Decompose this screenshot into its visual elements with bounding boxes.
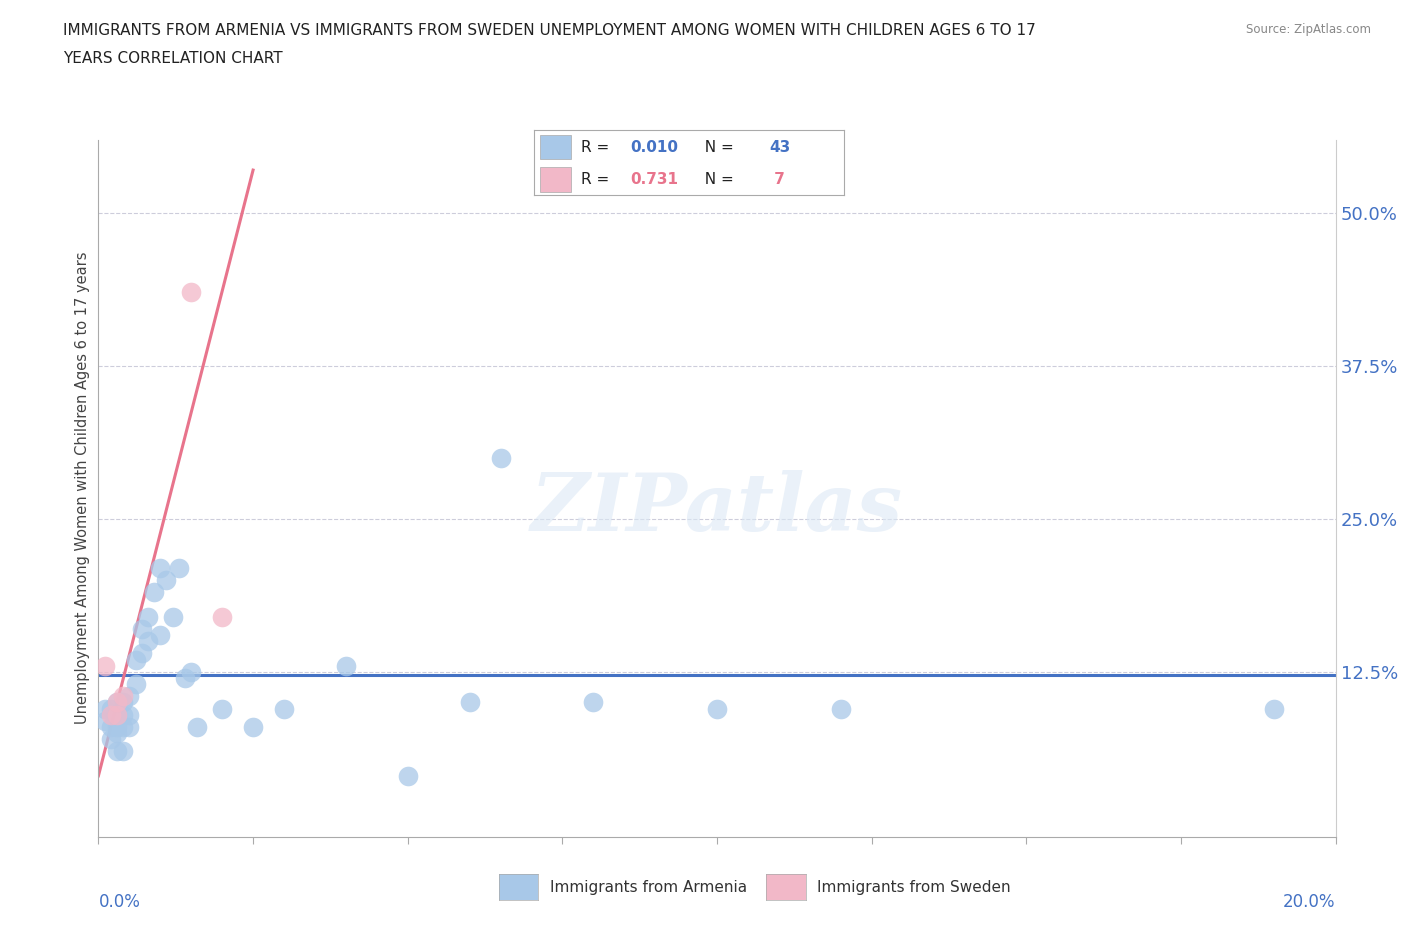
Point [273,701,295,716]
Point [118,707,141,722]
Point [105,744,128,759]
Text: ZIPatlas: ZIPatlas [531,471,903,548]
Point [1263,701,1285,716]
Text: YEARS CORRELATION CHART: YEARS CORRELATION CHART [63,51,283,66]
Text: 0.010: 0.010 [630,140,678,154]
Point [105,707,128,722]
Text: R =: R = [581,140,614,154]
Point [118,720,141,735]
Point [105,695,128,710]
Point [105,720,128,735]
Text: R =: R = [581,172,614,187]
Point [186,720,208,735]
Point [131,621,153,636]
Text: 0.0%: 0.0% [98,893,141,910]
Text: 43: 43 [769,140,790,154]
Point [242,720,264,735]
Point [706,701,728,716]
Point [112,720,135,735]
Point [112,695,135,710]
Point [162,609,184,624]
Point [149,628,172,643]
Point [582,695,605,710]
Point [112,707,135,722]
Point [136,609,159,624]
Point [112,689,135,704]
Point [100,707,122,722]
Point [180,285,202,299]
Point [124,677,146,692]
FancyBboxPatch shape [540,135,571,159]
Text: 7: 7 [769,172,785,187]
Point [124,652,146,667]
Point [155,573,177,588]
Point [149,561,172,576]
FancyBboxPatch shape [540,167,571,193]
Point [174,671,197,685]
Point [100,720,122,735]
Point [105,707,128,722]
Point [105,695,128,710]
Y-axis label: Unemployment Among Women with Children Ages 6 to 17 years: Unemployment Among Women with Children A… [75,252,90,724]
Point [211,609,233,624]
Text: N =: N = [695,140,738,154]
Point [167,561,190,576]
Point [180,664,202,679]
Text: 0.731: 0.731 [630,172,678,187]
Point [489,450,512,465]
Point [458,695,481,710]
Text: N =: N = [695,172,738,187]
Point [100,701,122,716]
Point [335,658,357,673]
Point [112,744,135,759]
Point [211,701,233,716]
Point [93,701,115,716]
Text: Source: ZipAtlas.com: Source: ZipAtlas.com [1246,23,1371,36]
Point [143,585,166,600]
Text: IMMIGRANTS FROM ARMENIA VS IMMIGRANTS FROM SWEDEN UNEMPLOYMENT AMONG WOMEN WITH : IMMIGRANTS FROM ARMENIA VS IMMIGRANTS FR… [63,23,1036,38]
Text: 20.0%: 20.0% [1284,893,1336,910]
Point [396,768,419,783]
Point [93,713,115,728]
Point [131,646,153,661]
Point [136,633,159,648]
Text: Immigrants from Sweden: Immigrants from Sweden [817,880,1011,895]
Point [93,658,115,673]
Point [100,732,122,747]
Text: Immigrants from Armenia: Immigrants from Armenia [550,880,747,895]
Point [105,725,128,740]
Point [830,701,852,716]
Point [118,689,141,704]
